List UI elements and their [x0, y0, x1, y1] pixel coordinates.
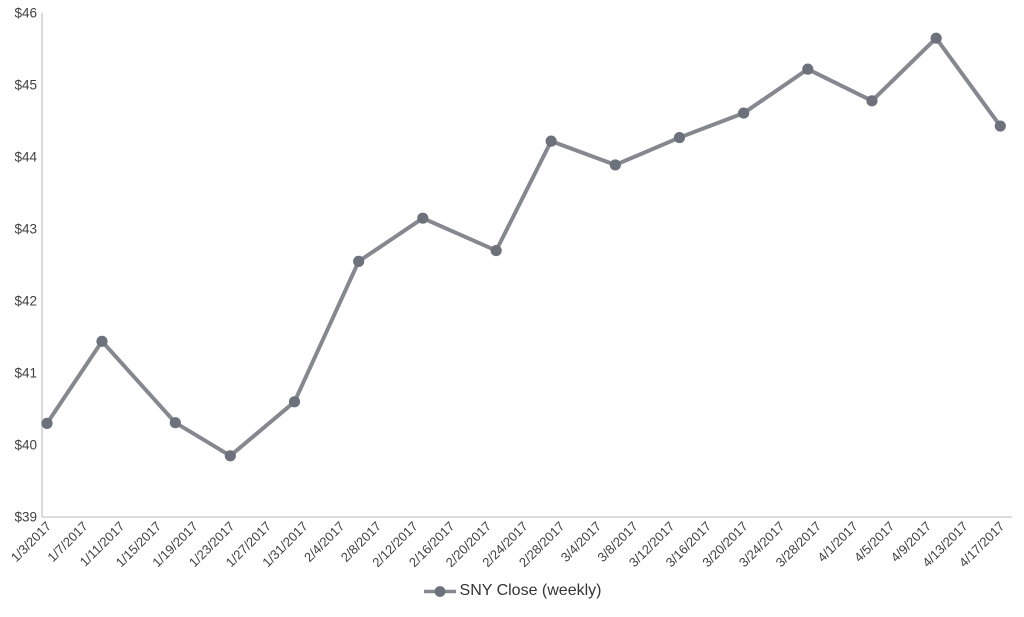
data-point-marker: [802, 63, 814, 75]
data-point-marker: [288, 396, 301, 408]
data-point-marker: [930, 32, 942, 44]
y-axis-tick-label: $43: [14, 222, 37, 237]
data-point-marker: [673, 131, 686, 144]
y-axis-tick-label: $39: [14, 510, 37, 525]
legend-line-marker-icon: [423, 585, 456, 597]
y-axis-tick-label: $46: [14, 6, 37, 21]
data-point-marker: [545, 135, 557, 147]
y-axis-tick-label: $41: [14, 366, 37, 381]
y-axis-tick-label: $40: [14, 438, 37, 453]
data-point-marker: [353, 255, 365, 267]
y-axis-tick-label: $44: [14, 150, 37, 165]
data-point-marker: [224, 450, 236, 462]
legend-label: SNY Close (weekly): [459, 582, 602, 599]
data-point-marker: [994, 120, 1006, 132]
data-point-marker: [609, 159, 621, 171]
legend: SNY Close (weekly): [0, 582, 1024, 600]
data-point-marker: [169, 417, 181, 429]
data-point-marker: [738, 107, 750, 119]
y-axis-tick-label: $45: [14, 78, 37, 93]
data-point-marker: [41, 417, 53, 429]
data-point-marker: [866, 95, 878, 107]
data-point-marker: [96, 335, 108, 347]
series-line: [45, 36, 1003, 458]
data-point-marker: [490, 245, 502, 257]
data-point-marker: [417, 212, 429, 224]
y-axis-tick-label: $42: [14, 294, 37, 309]
